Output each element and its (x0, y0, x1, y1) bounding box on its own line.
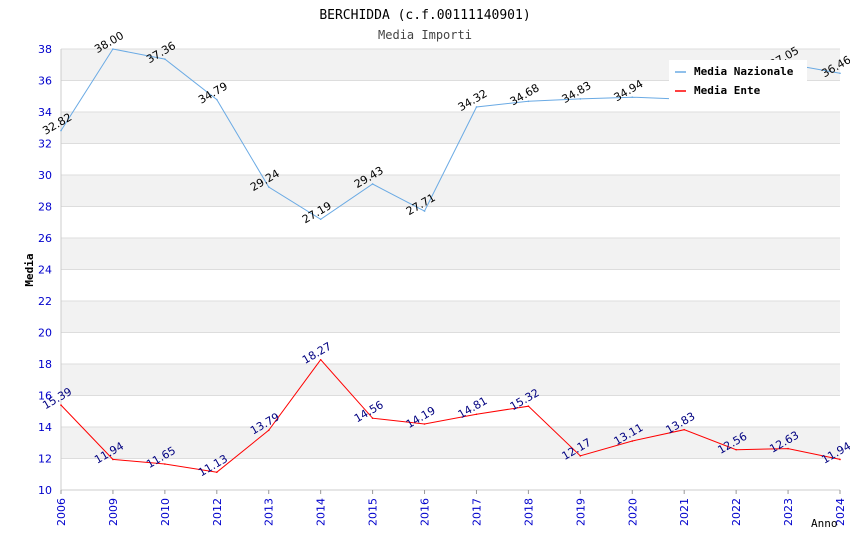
series-line-ente (60, 358, 841, 473)
data-point (787, 447, 789, 450)
x-tick-label: 2019 (574, 498, 587, 526)
data-point (631, 440, 634, 442)
legend-label-ente: Media Ente (694, 84, 761, 97)
x-tick-label: 2006 (55, 498, 68, 526)
y-tick-label: 28 (38, 201, 52, 214)
x-tick-label: 2014 (315, 498, 328, 526)
data-point (371, 417, 374, 419)
data-point (267, 429, 270, 432)
data-point (319, 358, 322, 361)
axes (60, 49, 841, 494)
data-label: 34.68 (508, 81, 542, 108)
grid-band (61, 112, 840, 144)
data-point (631, 96, 634, 98)
data-point (164, 463, 166, 465)
data-point (319, 218, 322, 221)
data-point (475, 106, 478, 108)
x-axis-label: Anno (811, 517, 838, 530)
y-axis-label: Media (23, 253, 36, 286)
y-tick-label: 24 (38, 264, 52, 277)
data-label: 34.83 (560, 79, 594, 106)
data-label: 18.27 (300, 340, 334, 367)
y-tick-label: 22 (38, 295, 52, 308)
x-tick-label: 2012 (211, 498, 224, 526)
legend: Media Nazionale Media Ente (669, 60, 807, 102)
y-tick-label: 14 (38, 421, 52, 434)
grid-bands (61, 49, 840, 459)
data-point (371, 183, 374, 185)
grid-band (61, 427, 840, 459)
y-tick-label: 18 (38, 358, 52, 371)
data-point (579, 455, 582, 457)
y-tick-label: 34 (38, 106, 52, 119)
data-point (475, 413, 478, 416)
data-point (527, 100, 530, 103)
y-tick-labels: 10 12 14 16 18 20 22 24 26 28 30 32 34 36 38 (38, 43, 52, 497)
x-tick-label: 2021 (678, 498, 691, 526)
x-tick-labels: 2006 2009 2010 2012 2013 2014 2015 2016 2017 2018… (55, 498, 847, 526)
data-point (423, 210, 426, 212)
legend-box (669, 60, 807, 102)
grid-band (61, 238, 840, 270)
data-point (735, 448, 737, 451)
x-tick-label: 2022 (730, 498, 743, 526)
data-point (839, 72, 841, 75)
data-point (216, 98, 218, 101)
gridlines (61, 48, 840, 491)
grid-band (61, 364, 840, 396)
x-tick-label: 2020 (626, 498, 639, 526)
y-tick-label: 10 (38, 484, 52, 497)
y-tick-label: 26 (38, 232, 52, 245)
data-point (60, 129, 62, 132)
y-tick-label: 36 (38, 75, 52, 88)
chart-subtitle: Media Importi (378, 28, 472, 42)
data-label: 34.32 (456, 87, 490, 114)
data-label: 34.79 (196, 80, 230, 107)
data-label: 14.56 (352, 398, 386, 425)
x-tick-label: 2018 (522, 498, 535, 526)
data-point (60, 404, 62, 406)
x-tick-label: 2024 (834, 498, 847, 526)
legend-label-nazionale: Media Nazionale (694, 65, 794, 78)
x-tick-label: 2016 (419, 498, 432, 526)
data-point (683, 428, 685, 431)
grid-band (61, 175, 840, 207)
grid-band (61, 301, 840, 333)
data-point (216, 471, 218, 474)
chart-title: BERCHIDDA (c.f.00111140901) (319, 8, 530, 23)
x-tick-label: 2009 (107, 498, 120, 526)
x-tick-label: 2017 (470, 498, 483, 526)
x-tick-label: 2015 (367, 498, 380, 526)
data-point (112, 458, 114, 461)
data-label: 34.94 (612, 77, 646, 104)
x-tick-label: 2010 (159, 498, 172, 526)
y-tick-label: 16 (38, 390, 52, 403)
data-label: 14.81 (456, 394, 490, 421)
y-tick-label: 32 (38, 138, 52, 151)
data-point (579, 98, 582, 100)
x-tick-label: 2013 (263, 498, 276, 526)
y-tick-label: 38 (38, 43, 52, 56)
data-point (527, 405, 530, 408)
x-tick-label: 2023 (782, 498, 795, 526)
y-tick-label: 20 (38, 327, 52, 340)
y-tick-label: 12 (38, 453, 52, 466)
data-point (112, 48, 114, 50)
y-tick-label: 30 (38, 169, 52, 182)
data-point (423, 423, 426, 425)
data-point (164, 58, 166, 60)
data-point (839, 458, 841, 461)
data-point (267, 186, 270, 188)
